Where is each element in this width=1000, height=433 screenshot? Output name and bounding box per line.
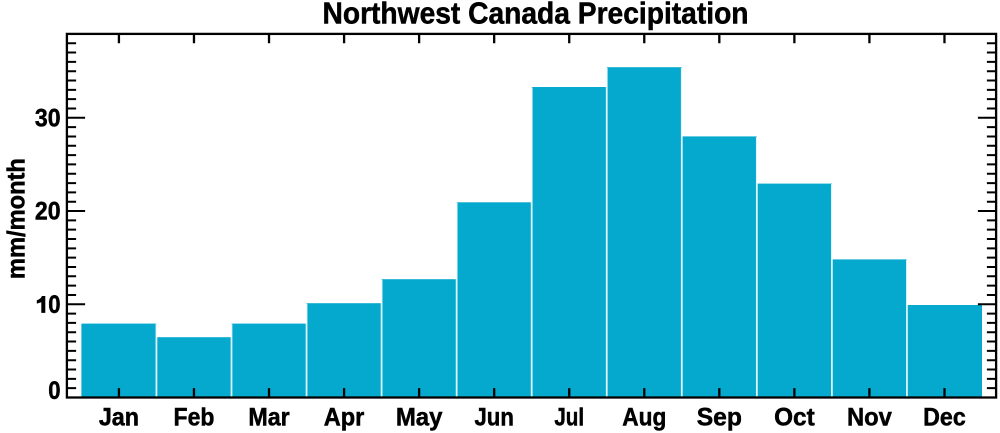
svg-text:Nov: Nov <box>847 404 892 432</box>
svg-text:Northwest Canada Precipitation: Northwest Canada Precipitation <box>323 0 749 31</box>
svg-text:20: 20 <box>35 198 61 226</box>
svg-text:Mar: Mar <box>248 404 289 432</box>
svg-text:Feb: Feb <box>174 404 215 432</box>
svg-text:Aug: Aug <box>622 404 666 432</box>
svg-text:Apr: Apr <box>324 404 365 432</box>
svg-text:Jul: Jul <box>554 404 584 432</box>
svg-text:30: 30 <box>35 104 61 132</box>
svg-text:Jan: Jan <box>99 404 139 432</box>
svg-text:Oct: Oct <box>774 404 815 432</box>
svg-text:0: 0 <box>48 291 60 319</box>
svg-text:0: 0 <box>48 377 60 405</box>
svg-text:Jun: Jun <box>474 404 513 432</box>
svg-text:May: May <box>396 404 443 432</box>
svg-text:Dec: Dec <box>923 404 966 432</box>
svg-text:Sep: Sep <box>697 404 742 432</box>
svg-text:mm/month: mm/month <box>3 158 31 279</box>
